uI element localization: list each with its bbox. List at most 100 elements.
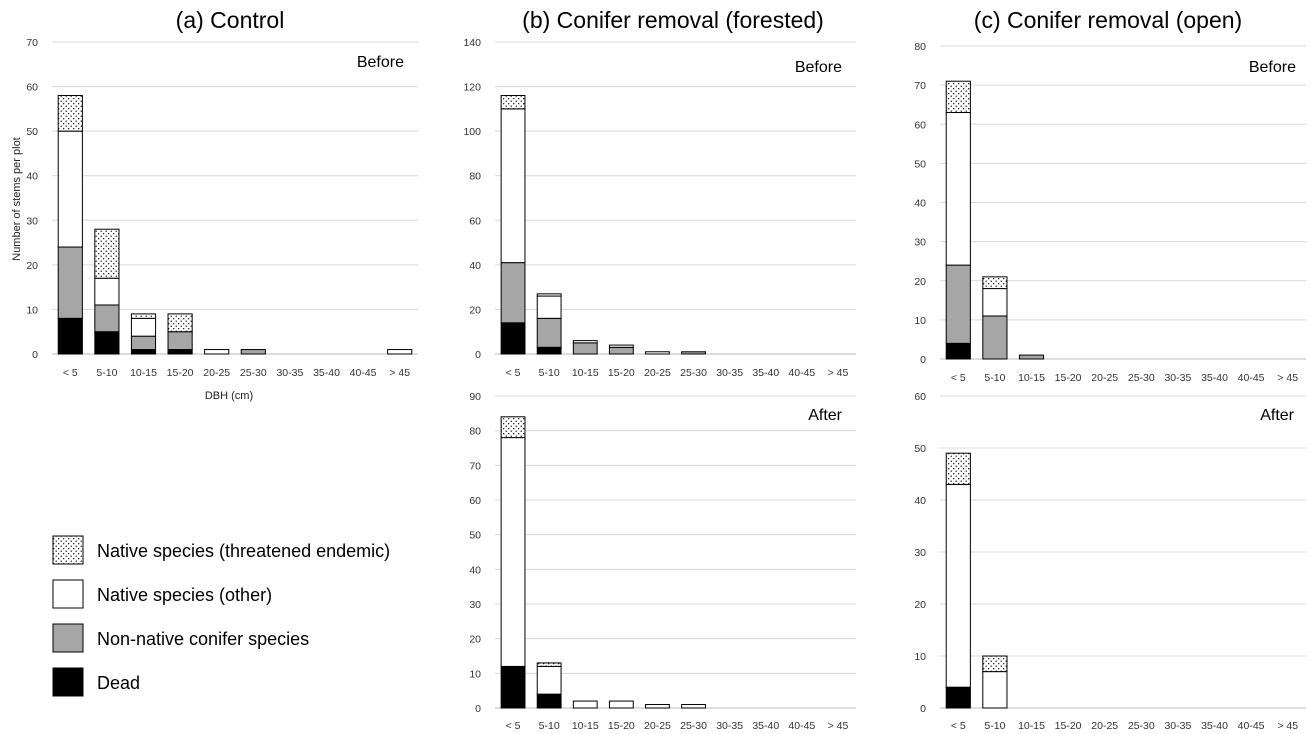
bar-segment-threatened bbox=[94, 228, 120, 279]
bar-segment-other bbox=[982, 288, 1008, 317]
legend-item-other: Native species (other) bbox=[52, 579, 272, 609]
legend-swatch-threatened bbox=[52, 535, 84, 565]
y-tick-label: 0 bbox=[475, 703, 481, 715]
x-tick-label: > 45 bbox=[828, 367, 849, 379]
bar-segment-other bbox=[982, 671, 1008, 709]
bar-segment-other bbox=[500, 108, 526, 264]
x-tick-label: 35-40 bbox=[1201, 720, 1228, 732]
bar-segment-other bbox=[608, 700, 634, 709]
y-tick-label: 40 bbox=[914, 495, 926, 507]
x-tick-label: 35-40 bbox=[752, 367, 779, 379]
x-tick-label: 25-30 bbox=[680, 367, 707, 379]
y-tick-label: 10 bbox=[26, 304, 38, 316]
legend: Native species (threatened endemic) Nati… bbox=[52, 535, 390, 697]
bar-segment-other bbox=[204, 349, 230, 355]
x-tick-label: 15-20 bbox=[608, 720, 635, 732]
bar-segment-other bbox=[645, 704, 670, 709]
y-tick-label: 0 bbox=[920, 703, 926, 715]
x-tick-label: 25-30 bbox=[240, 367, 267, 379]
x-tick-label: 10-15 bbox=[130, 367, 157, 379]
bar-segment-other bbox=[536, 665, 562, 695]
y-tick-label: 20 bbox=[26, 260, 38, 272]
x-tick-label: 20-25 bbox=[644, 720, 671, 732]
bar-segment-other bbox=[608, 344, 634, 348]
x-tick-label: 25-30 bbox=[680, 720, 707, 732]
bar-segment-other bbox=[94, 277, 120, 306]
legend-swatch-conifer bbox=[52, 623, 84, 653]
y-tick-label: 50 bbox=[26, 126, 38, 138]
y-tick-label: 60 bbox=[469, 215, 481, 227]
legend-label-conifer: Non-native conifer species bbox=[97, 629, 309, 649]
x-tick-label: < 5 bbox=[951, 720, 966, 732]
chart-open-before: 0 10 20 30 40 50 60 70 80 < 5 5-10 10-15 15-20 20-25 2… bbox=[914, 41, 1306, 384]
y-tick-label: 50 bbox=[469, 530, 481, 542]
y-tick-label: 40 bbox=[469, 260, 481, 272]
y-tick-label: 10 bbox=[914, 651, 926, 663]
phase-label: After bbox=[808, 407, 842, 424]
x-tick-label: 30-35 bbox=[1164, 372, 1191, 384]
bar-segment-other bbox=[681, 704, 706, 709]
x-tick-label: 10-15 bbox=[1018, 720, 1045, 732]
chart-forested-before: 0 20 40 60 80 100 120 140 < 5 5-10 10-15 15-20 20-25… bbox=[463, 37, 856, 379]
panel-title-open: (c) Conifer removal (open) bbox=[974, 7, 1242, 33]
x-tick-label: < 5 bbox=[63, 367, 78, 379]
x-tick-label: > 45 bbox=[389, 367, 410, 379]
bar-segment-conifer bbox=[94, 304, 120, 333]
y-tick-label: 40 bbox=[26, 171, 38, 183]
x-tick-label: 5-10 bbox=[539, 367, 560, 379]
y-tick-label: 20 bbox=[469, 634, 481, 646]
bar-segment-threatened bbox=[982, 655, 1008, 673]
y-tick-label: 40 bbox=[914, 198, 926, 210]
x-tick-label: < 5 bbox=[506, 720, 521, 732]
bar-segment-other bbox=[387, 349, 413, 355]
bar-segment-other bbox=[945, 483, 971, 688]
x-tick-label: > 45 bbox=[1277, 372, 1298, 384]
bar-segment-threatened bbox=[130, 313, 157, 319]
y-tick-label: 60 bbox=[469, 495, 481, 507]
y-tick-label: 20 bbox=[914, 276, 926, 288]
bar-segment-other bbox=[57, 130, 83, 248]
y-tick-label: 70 bbox=[26, 37, 38, 49]
bar-segment-conifer bbox=[167, 331, 193, 351]
bar-segment-dead bbox=[500, 322, 526, 355]
x-tick-label: 25-30 bbox=[1128, 720, 1155, 732]
x-tick-label: 40-45 bbox=[350, 367, 377, 379]
x-tick-label: 35-40 bbox=[1201, 372, 1228, 384]
bar-segment-dead bbox=[167, 349, 193, 355]
bar-segment-dead bbox=[536, 693, 562, 709]
legend-label-threatened: Native species (threatened endemic) bbox=[97, 541, 390, 561]
x-tick-label: 15-20 bbox=[1055, 372, 1082, 384]
bar-segment-threatened bbox=[982, 276, 1008, 290]
x-tick-label: 35-40 bbox=[313, 367, 340, 379]
bar-segment-conifer bbox=[130, 335, 157, 351]
x-tick-label: < 5 bbox=[951, 372, 966, 384]
bar-segment-dead bbox=[130, 349, 157, 355]
legend-label-dead: Dead bbox=[97, 673, 140, 693]
bar-segment-conifer bbox=[500, 262, 526, 324]
bar-segment-threatened bbox=[945, 80, 971, 114]
chart-forested-after: 0 10 20 30 40 50 60 70 80 90 < 5 5-10 10-15 15-20 20-2… bbox=[469, 391, 856, 732]
x-tick-label: 40-45 bbox=[1238, 720, 1265, 732]
x-tick-label: 10-15 bbox=[1018, 372, 1045, 384]
bar-segment-other bbox=[572, 340, 598, 344]
x-tick-label: 10-15 bbox=[572, 367, 599, 379]
bar-segment-other bbox=[536, 295, 562, 319]
bar-segment-other bbox=[945, 112, 971, 266]
y-tick-label: 60 bbox=[914, 119, 926, 131]
phase-label: Before bbox=[357, 54, 404, 71]
panel-title-control: (a) Control bbox=[176, 7, 285, 33]
y-tick-label: 90 bbox=[469, 391, 481, 403]
bar-segment-other bbox=[645, 351, 670, 355]
bar-segment-dead bbox=[945, 686, 971, 709]
y-tick-label: 50 bbox=[914, 443, 926, 455]
x-tick-label: 5-10 bbox=[984, 720, 1005, 732]
bar-segment-dead bbox=[94, 331, 120, 355]
x-tick-label: 35-40 bbox=[752, 720, 779, 732]
x-tick-label: 40-45 bbox=[1238, 372, 1265, 384]
bar-segment-conifer bbox=[240, 349, 266, 355]
bar-segment-other bbox=[500, 437, 526, 667]
bar-segment-dead bbox=[536, 346, 562, 355]
x-tick-label: 10-15 bbox=[572, 720, 599, 732]
y-tick-label: 0 bbox=[920, 354, 926, 366]
